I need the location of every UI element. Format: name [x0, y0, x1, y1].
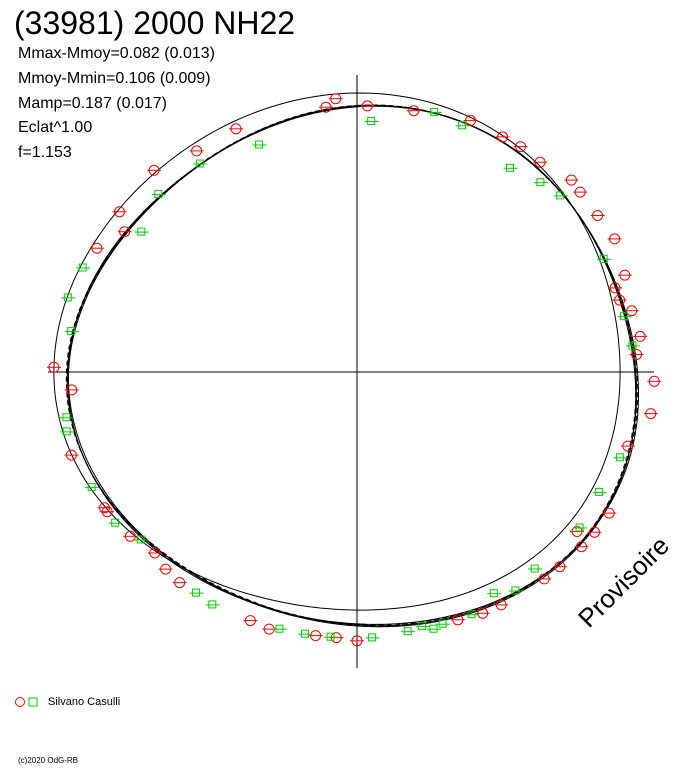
- stat-mmax-mmoy: Mmax-Mmoy=0.082 (0.013): [18, 45, 215, 62]
- fit-curve-3: [67, 104, 639, 626]
- copyright: (c)2020 OdG-RB: [18, 756, 79, 765]
- legend-label: Silvano Casulli: [48, 696, 121, 708]
- legend: Silvano Casulli: [14, 696, 120, 708]
- stat-mmoy-mmin: Mmoy-Mmin=0.106 (0.009): [18, 70, 211, 87]
- fit-curve-4: [67, 105, 637, 628]
- fit-curve-5: [53, 92, 621, 611]
- stat-f: f=1.153: [18, 144, 72, 161]
- legend-markers-icon: [15, 697, 38, 707]
- data-points: [46, 93, 662, 647]
- stat-eclat: Eclat^1.00: [18, 119, 93, 136]
- fit-curves: [53, 92, 639, 628]
- stat-mamp: Mamp=0.187 (0.017): [18, 95, 167, 112]
- chart-title: (33981) 2000 NH22: [14, 5, 296, 41]
